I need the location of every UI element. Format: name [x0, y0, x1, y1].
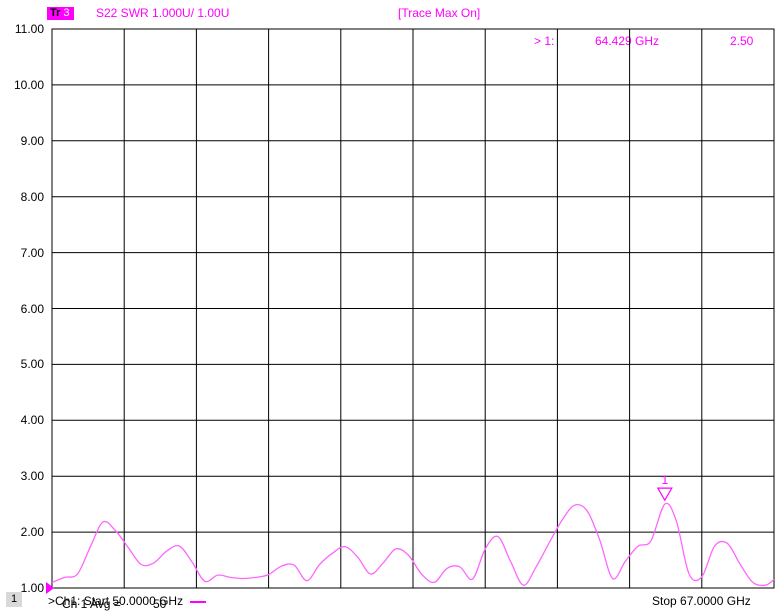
y-tick-label: 8.00: [20, 189, 44, 204]
swr-trace-line: [51, 502, 775, 587]
marker-layer: 1: [656, 473, 673, 502]
trace-status: [Trace Max On]: [398, 6, 481, 20]
y-tick-label: 6.00: [20, 301, 44, 316]
start-frequency-label: >Ch1: Start 50.0000 GHz: [48, 594, 184, 608]
start-frequency[interactable]: >Ch1: Start 50.0000 GHz: [48, 594, 207, 608]
y-tick-label: 7.00: [20, 245, 44, 260]
marker-label: 1: [661, 473, 668, 487]
y-tick-label: 10.00: [13, 77, 44, 92]
y-tick-label: 9.00: [20, 133, 44, 148]
stop-frequency[interactable]: Stop 67.0000 GHz: [652, 594, 751, 608]
marker-readout-freq: 64.429 GHz: [595, 34, 660, 48]
marker-triangle: [656, 487, 673, 502]
marker-readout-value: 2.50: [730, 34, 754, 48]
avg-value: 50: [153, 597, 167, 611]
plot-grid: [51, 28, 775, 589]
reference-level-arrow: [46, 582, 54, 594]
channel-number-button[interactable]: 1: [6, 592, 22, 607]
avg-label: Ch 1 Avg =: [62, 597, 121, 611]
y-tick-label: 2.00: [20, 525, 44, 540]
y-tick-label: 4.00: [20, 413, 44, 428]
trace-legend-line: [190, 600, 207, 603]
y-tick-label: 3.00: [20, 469, 44, 484]
marker-readout-label: > 1:: [534, 34, 555, 48]
y-tick-label: 5.00: [20, 357, 44, 372]
trace-badge-label: Tr: [50, 7, 61, 19]
trace-layer: [46, 502, 775, 594]
trace-badge[interactable]: Tr 3: [47, 7, 74, 20]
y-tick-label: 11.00: [14, 22, 44, 36]
y-tick-label: 1.00: [20, 581, 44, 595]
trace-description: S22 SWR 1.000U/ 1.00U: [96, 6, 230, 20]
trace-number: 3: [63, 7, 70, 19]
